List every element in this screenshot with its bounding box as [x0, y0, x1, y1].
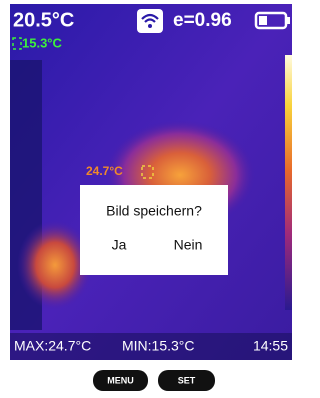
max-temp: MAX:24.7°C [14, 338, 91, 354]
temperature: 20.5°C [13, 9, 74, 31]
set-label[interactable]: SET [178, 375, 196, 385]
battery-tip [286, 17, 290, 24]
battery-level [259, 16, 267, 25]
dialog [80, 185, 228, 275]
dialog-title: Bild speichern? [106, 203, 202, 219]
dialog-yes[interactable]: Ja [112, 237, 127, 253]
dialog-no[interactable]: Nein [174, 237, 203, 253]
menu-label[interactable]: MENU [107, 375, 134, 385]
device-screen: 20.5°C 15.3°C e=0.96 24.7°C Bild speiche… [0, 0, 301, 393]
min-marker: 15.3°C [22, 35, 63, 50]
page: 20.5°C 15.3°C e=0.96 24.7°C Bild speiche… [0, 0, 301, 393]
color-scale [285, 55, 292, 310]
emissivity: e=0.96 [173, 10, 232, 31]
center-marker: 24.7°C [86, 164, 123, 178]
clock: 14:55 [253, 338, 288, 354]
wifi-icon [137, 9, 163, 33]
wifi-dot [148, 24, 152, 28]
min-temp: MIN:15.3°C [122, 338, 195, 354]
